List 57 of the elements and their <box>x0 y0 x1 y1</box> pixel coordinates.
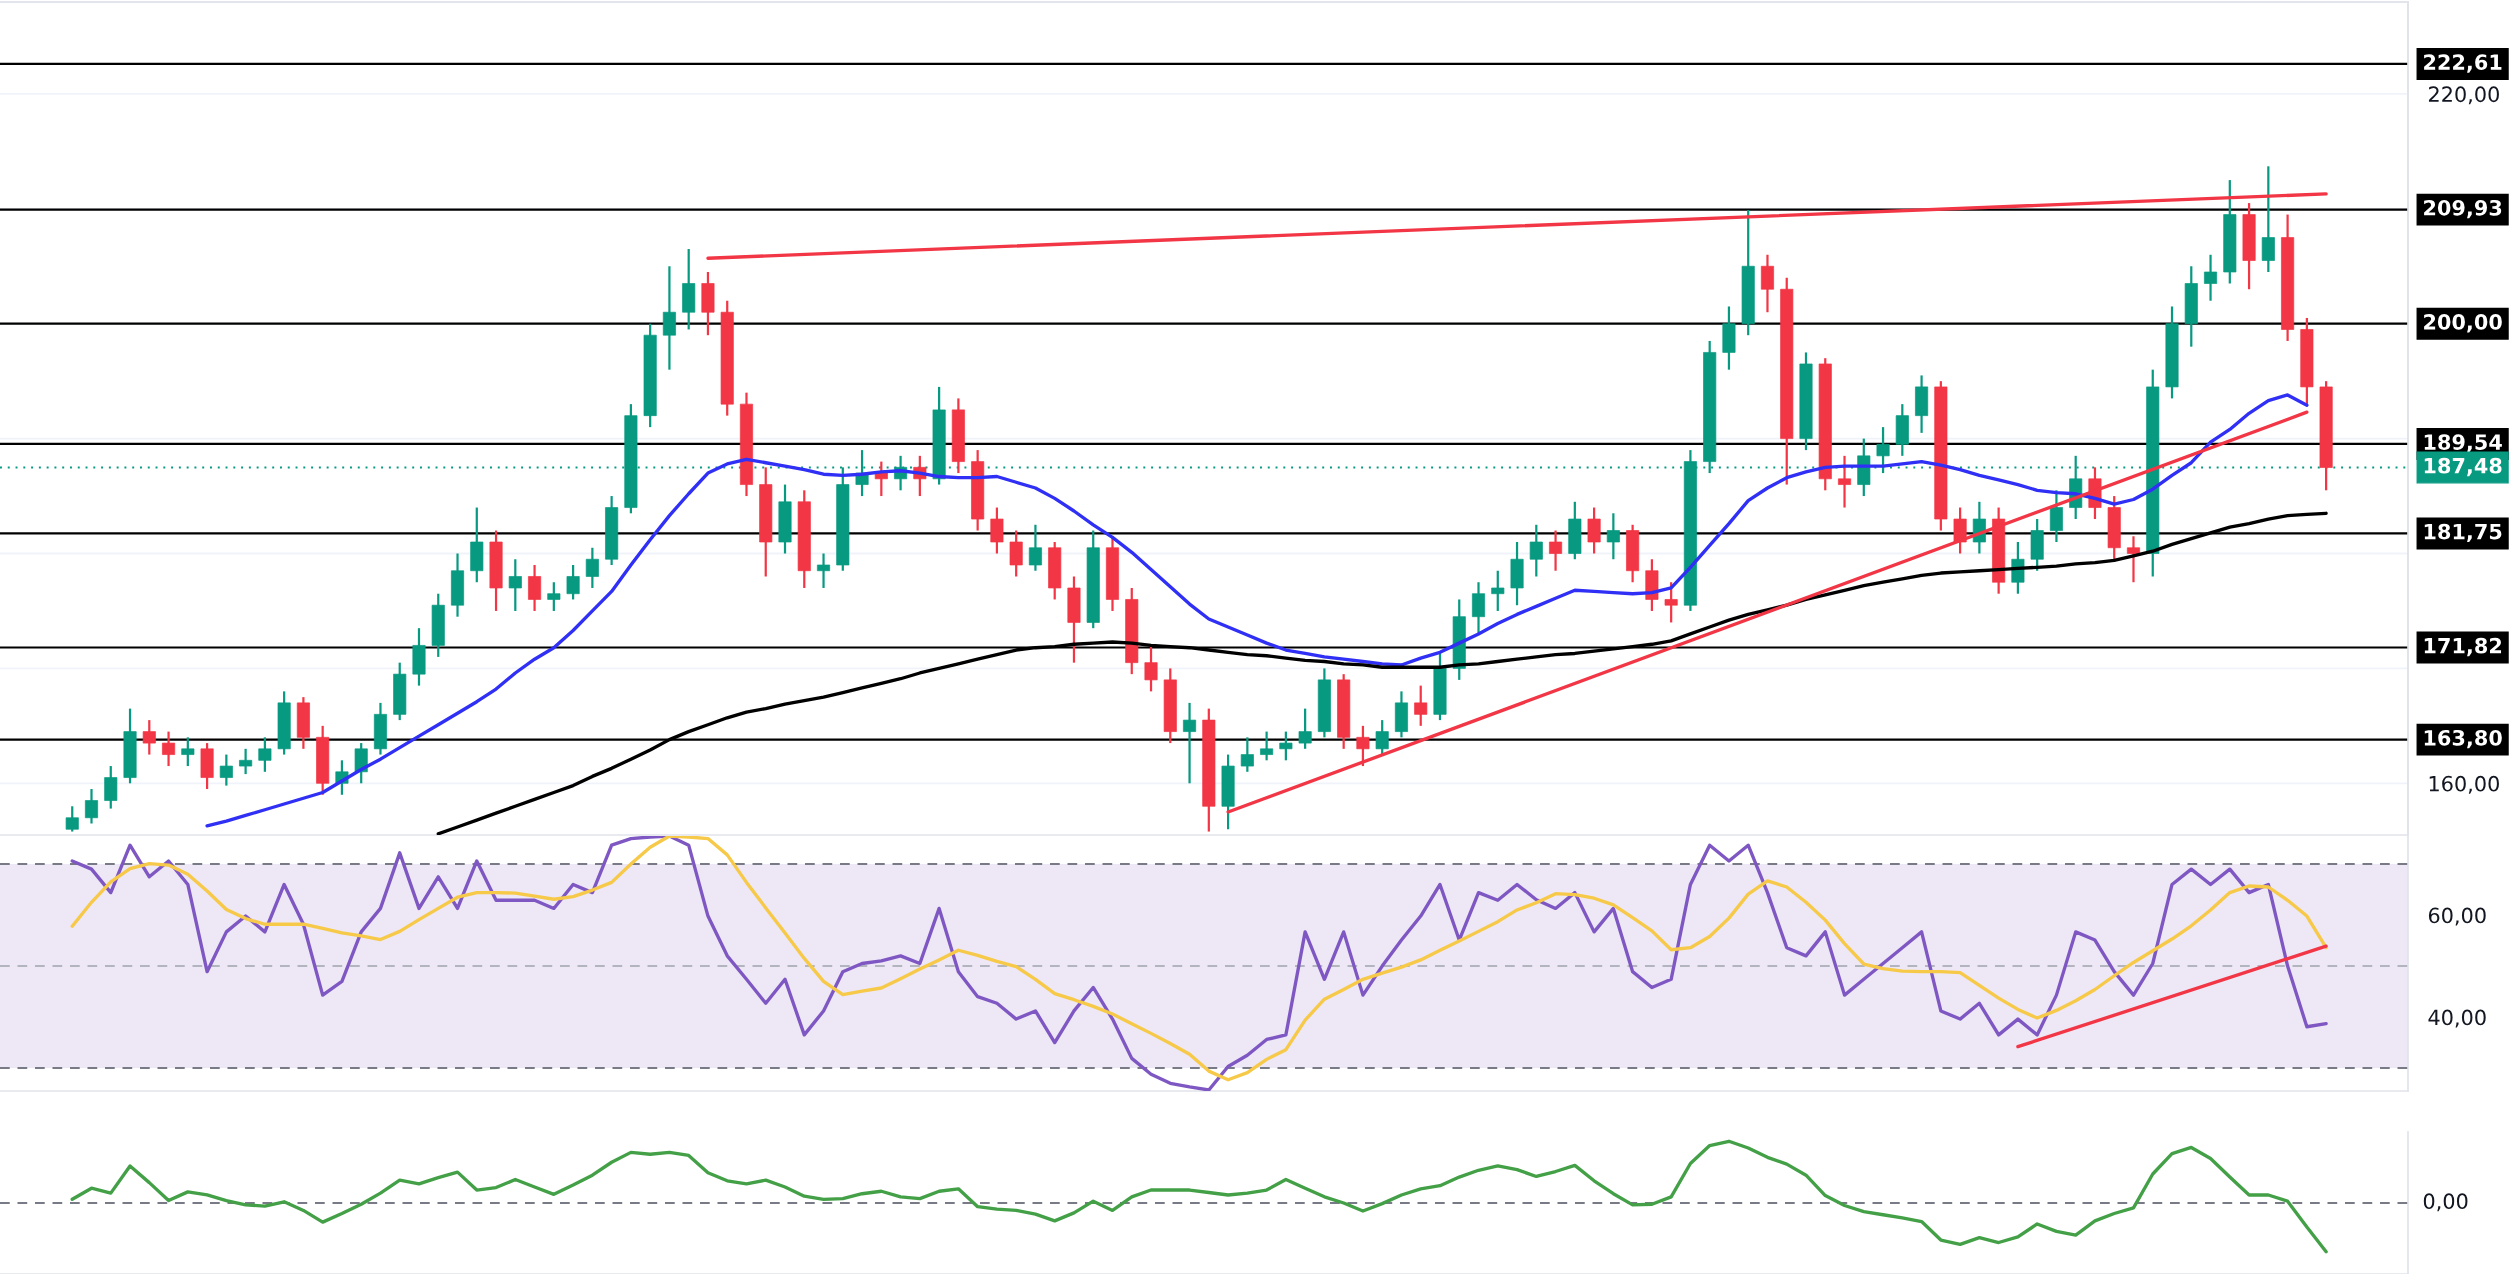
candlestick <box>162 730 176 768</box>
candlestick <box>585 546 599 590</box>
candlestick <box>219 753 233 787</box>
candlestick <box>1375 718 1389 756</box>
candlestick <box>1953 506 1967 555</box>
candlestick <box>1549 529 1563 572</box>
candlestick <box>990 506 1004 555</box>
candlestick <box>1760 253 1774 314</box>
candlestick <box>662 265 676 371</box>
candlestick <box>1876 426 1890 475</box>
candlestick <box>2011 540 2025 595</box>
candlestick <box>1356 724 1370 768</box>
candlestick <box>1009 529 1023 578</box>
candlestick <box>1183 701 1197 785</box>
ref-line-label: 163,80 <box>2424 729 2502 749</box>
candlestick <box>1144 644 1158 693</box>
candlestick <box>1529 523 1543 578</box>
candlestick <box>2261 165 2275 274</box>
candlestick <box>1240 736 1254 773</box>
candlestick <box>528 563 542 613</box>
ref-line-label: 187,48 <box>2424 457 2502 477</box>
candlestick <box>1664 581 1678 624</box>
candlestick <box>181 736 195 768</box>
candlestick <box>1260 730 1274 762</box>
ref-line-label: 189,54 <box>2424 434 2502 453</box>
candlestick <box>1838 454 1852 509</box>
candlestick <box>258 736 272 773</box>
candlestick <box>142 718 156 756</box>
candlestick <box>508 558 522 613</box>
y-tick-label: 60,00 <box>2428 907 2486 926</box>
candlestick <box>547 581 561 613</box>
ref-line-label: 200,00 <box>2424 314 2502 333</box>
candlestick <box>2126 535 2140 584</box>
ref-line-label: 181,75 <box>2424 523 2502 543</box>
candlestick <box>1298 707 1312 750</box>
candlestick <box>817 552 831 590</box>
candlestick <box>1028 523 1042 572</box>
candlestick <box>84 787 99 825</box>
candlestick <box>1279 730 1293 762</box>
candlestick <box>104 764 118 810</box>
candlestick <box>2204 253 2218 302</box>
y-tick-label: 40,00 <box>2428 1009 2486 1028</box>
candlestick <box>1587 506 1601 555</box>
y-tick-label: 220,00 <box>2428 86 2499 105</box>
candlestick <box>1414 684 1428 727</box>
candlestick <box>1606 512 1620 561</box>
ref-line-label: 0,00 <box>2423 1193 2468 1212</box>
candlestick <box>1491 569 1505 613</box>
candlestick <box>2049 489 2063 544</box>
ref-line-label: 222,61 <box>2424 54 2502 73</box>
candlestick <box>1472 581 1486 636</box>
candlestick <box>65 805 79 833</box>
y-tick-label: 160,00 <box>2429 775 2499 794</box>
candlestick <box>566 563 580 601</box>
candlestick <box>239 747 253 776</box>
ref-line-label: 209,93 <box>2424 199 2502 219</box>
ref-line-label: 171,82 <box>2424 637 2502 657</box>
